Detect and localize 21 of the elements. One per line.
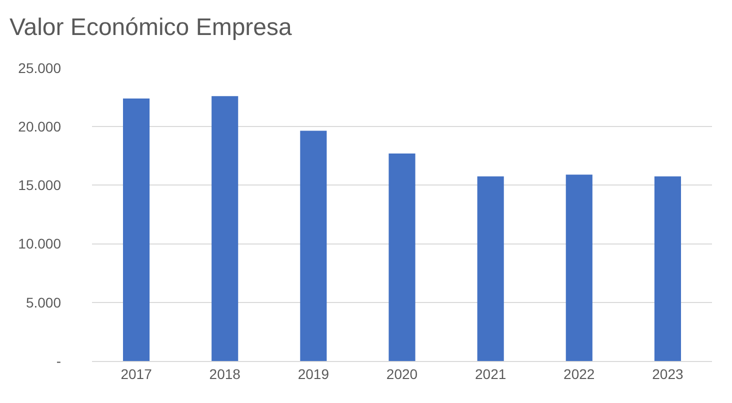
x-tick-label: 2022 <box>564 366 595 382</box>
x-tick-label: 2021 <box>474 366 506 382</box>
chart-title: Valor Económico Empresa <box>10 14 293 41</box>
y-tick-label: - <box>56 352 62 369</box>
bar <box>212 96 238 361</box>
y-tick-label: 25.000 <box>18 60 62 76</box>
x-tick-label: 2019 <box>298 366 330 382</box>
y-tick-label: 5.000 <box>26 294 62 310</box>
bar <box>654 176 681 361</box>
bar <box>388 154 416 361</box>
x-tick-label: 2023 <box>652 366 684 382</box>
y-tick-label: 20.000 <box>18 118 62 134</box>
bar <box>300 130 327 361</box>
bar <box>123 98 150 361</box>
x-tick-label: 2017 <box>120 366 152 382</box>
bar <box>477 176 504 361</box>
x-tick-label: 2018 <box>209 366 241 382</box>
x-tick-label: 2020 <box>386 366 418 382</box>
y-tick-label: 10.000 <box>18 236 62 252</box>
y-tick-label: 15.000 <box>18 177 62 194</box>
bar <box>566 174 592 361</box>
